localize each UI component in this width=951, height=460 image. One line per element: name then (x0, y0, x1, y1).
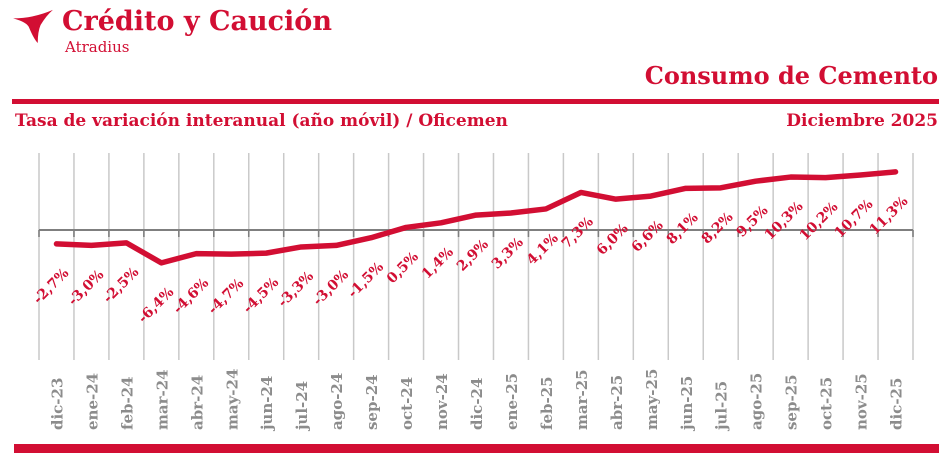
x-axis-label: abr-25 (608, 375, 626, 430)
x-axis-label: may-25 (643, 369, 661, 430)
x-axis-label: dic-25 (888, 378, 906, 430)
header-divider-rule (12, 99, 939, 104)
x-axis-label: oct-25 (818, 377, 836, 430)
x-axis-label: feb-25 (538, 376, 556, 430)
data-label: 4,1% (524, 230, 562, 268)
data-label: -4,5% (240, 275, 282, 317)
x-axis-label: jun-24 (258, 376, 276, 432)
data-label: 7,3% (559, 214, 597, 252)
x-axis-label: jul-25 (713, 381, 731, 432)
data-label: -3,3% (275, 268, 317, 310)
data-label: 10,2% (797, 199, 842, 244)
data-label: 3,3% (489, 235, 527, 273)
x-axis-label: ene-24 (83, 373, 101, 430)
x-axis-label: dic-23 (48, 378, 66, 430)
x-axis-label: oct-24 (398, 377, 416, 430)
chart-subtitle: Tasa de variación interanual (año móvil)… (15, 111, 508, 131)
x-axis-label: dic-24 (468, 378, 486, 430)
page-title: Consumo de Cemento (644, 61, 938, 90)
x-axis-label: ago-25 (748, 373, 766, 430)
brand-text: Crédito y Caución Atradius (62, 6, 332, 56)
data-label: 8,2% (699, 209, 737, 247)
x-axis-label: ago-24 (328, 373, 346, 430)
x-axis-label: feb-24 (118, 376, 136, 430)
trend-line (53, 169, 899, 266)
x-axis-label: jul-24 (293, 381, 311, 432)
x-axis-label: nov-25 (853, 373, 871, 430)
data-label: 0,5% (384, 249, 422, 287)
x-axis-label: mar-24 (153, 369, 171, 430)
brand-subname: Atradius (65, 38, 130, 57)
data-label: 10,7% (832, 197, 877, 242)
data-label: 1,4% (419, 244, 457, 282)
data-label: 6,0% (594, 221, 632, 259)
data-label: 8,1% (664, 210, 702, 248)
x-axis-label: may-24 (223, 369, 241, 430)
x-axis-label: nov-24 (433, 373, 451, 430)
data-label: 11,3% (867, 193, 912, 238)
data-label: -1,5% (345, 259, 387, 301)
x-axis-label: ene-25 (503, 373, 521, 430)
x-axis-label: mar-25 (573, 369, 591, 430)
data-label: -2,7% (30, 265, 72, 307)
data-label: -4,7% (205, 276, 247, 318)
x-axis-label: sep-25 (783, 374, 801, 430)
data-label: -2,5% (100, 264, 142, 306)
footer-rule (14, 444, 939, 453)
atradius-bird-icon (13, 9, 53, 44)
brand-logo: Crédito y Caución Atradius (12, 6, 332, 56)
x-axis-label: sep-24 (363, 374, 381, 430)
data-label: 2,9% (454, 237, 492, 275)
x-axis-label: jun-25 (678, 376, 696, 432)
report-date: Diciembre 2025 (786, 111, 938, 131)
x-axis-label: abr-24 (188, 375, 206, 430)
data-label: -3,0% (65, 267, 107, 309)
brand-name: Crédito y Caución (62, 6, 332, 37)
data-label: 6,6% (629, 218, 667, 256)
